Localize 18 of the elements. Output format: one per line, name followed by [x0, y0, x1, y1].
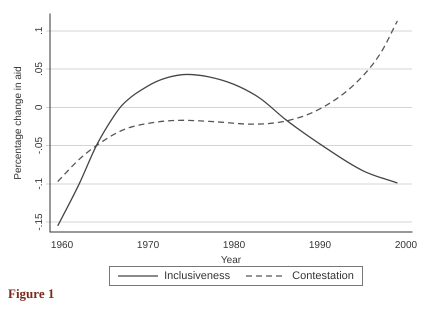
x-tick-label: 1980 — [222, 240, 246, 251]
x-tick-label: 2000 — [394, 240, 418, 251]
y-axis-title: Percentage change in aid — [12, 66, 24, 180]
y-tick-label: -.15 — [34, 213, 45, 231]
x-axis-title: Year — [220, 254, 242, 266]
y-tick-label: .05 — [34, 62, 45, 76]
caption: Figure 1 — [8, 286, 56, 302]
x-tick-label: 1960 — [50, 240, 74, 251]
line-series — [57, 74, 398, 227]
y-tick-label: .1 — [34, 26, 45, 35]
y-tick-label: -.05 — [34, 136, 45, 154]
y-tick-label: -.1 — [34, 178, 45, 190]
legend-label: Contestation — [292, 270, 354, 282]
legend-label: Inclusiveness — [164, 270, 230, 282]
line-series — [57, 20, 398, 182]
x-tick-label: 1970 — [136, 240, 160, 251]
x-tick-label: 1990 — [308, 240, 332, 251]
y-tick-label: 0 — [34, 104, 45, 110]
